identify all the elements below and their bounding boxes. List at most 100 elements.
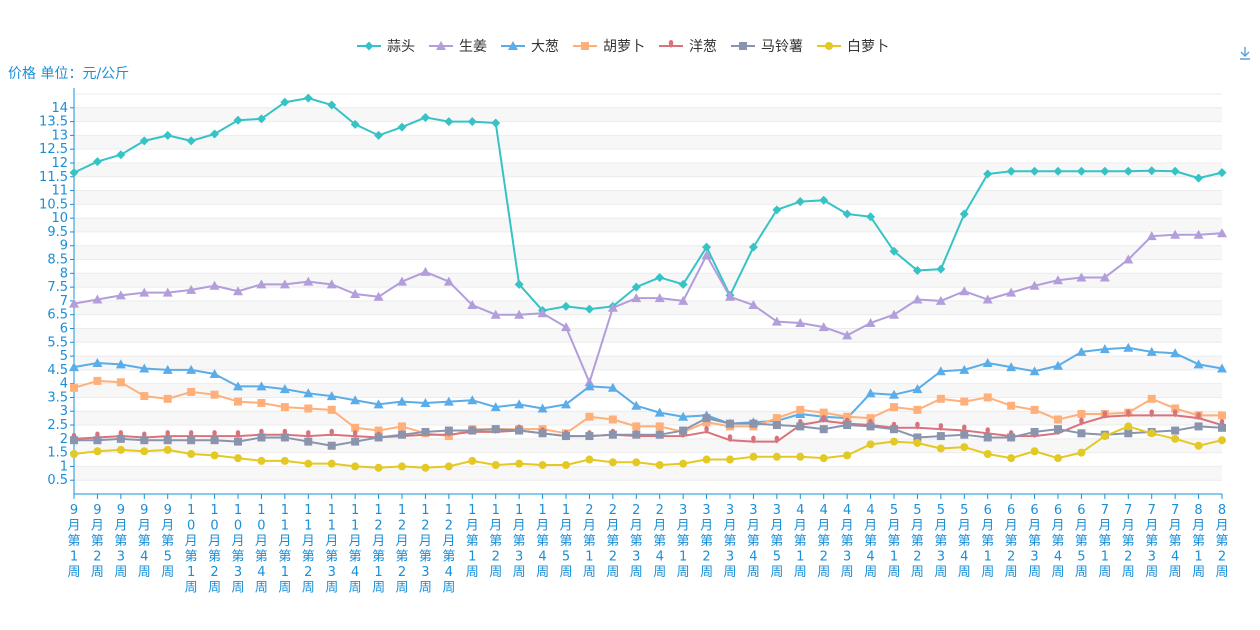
data-point[interactable]: [913, 438, 922, 447]
data-point[interactable]: [1217, 228, 1227, 238]
data-point[interactable]: [115, 359, 126, 369]
data-point[interactable]: [585, 432, 594, 441]
data-point[interactable]: [936, 444, 945, 453]
data-point[interactable]: [374, 433, 383, 442]
legend-marker[interactable]: [739, 42, 747, 50]
data-point[interactable]: [726, 419, 734, 428]
data-point[interactable]: [304, 404, 313, 413]
data-point[interactable]: [727, 434, 733, 443]
data-point[interactable]: [843, 412, 852, 421]
data-point[interactable]: [326, 279, 337, 289]
data-point[interactable]: [632, 422, 641, 431]
data-point[interactable]: [819, 425, 828, 434]
data-point[interactable]: [421, 463, 430, 472]
data-point[interactable]: [162, 364, 173, 374]
data-point[interactable]: [116, 445, 125, 454]
data-point[interactable]: [632, 430, 641, 439]
data-point[interactable]: [188, 430, 194, 439]
data-point[interactable]: [468, 426, 477, 435]
data-point[interactable]: [515, 459, 524, 468]
data-point[interactable]: [444, 462, 453, 471]
data-point[interactable]: [303, 388, 314, 398]
data-point[interactable]: [373, 291, 384, 301]
data-point[interactable]: [631, 282, 641, 292]
data-point[interactable]: [655, 461, 664, 470]
data-point[interactable]: [1007, 401, 1016, 410]
data-point[interactable]: [655, 430, 664, 439]
data-point[interactable]: [819, 195, 829, 205]
data-point[interactable]: [704, 425, 709, 434]
data-point[interactable]: [1030, 427, 1039, 436]
data-point[interactable]: [1053, 275, 1063, 285]
data-point[interactable]: [912, 294, 923, 304]
data-point[interactable]: [890, 403, 898, 412]
data-point[interactable]: [1172, 409, 1178, 418]
data-point[interactable]: [69, 362, 79, 372]
data-point[interactable]: [140, 392, 149, 401]
data-point[interactable]: [209, 369, 220, 378]
data-point[interactable]: [491, 425, 500, 434]
data-point[interactable]: [187, 436, 196, 445]
data-point[interactable]: [771, 316, 782, 326]
data-point[interactable]: [93, 436, 102, 445]
data-point[interactable]: [796, 422, 805, 431]
data-point[interactable]: [538, 461, 547, 470]
data-point[interactable]: [749, 419, 758, 428]
data-point[interactable]: [163, 394, 172, 403]
legend-marker[interactable]: [436, 41, 446, 50]
data-point[interactable]: [116, 150, 126, 160]
data-point[interactable]: [655, 272, 665, 282]
data-point[interactable]: [562, 432, 570, 441]
data-point[interactable]: [821, 414, 826, 423]
data-point[interactable]: [748, 242, 758, 252]
data-point[interactable]: [93, 376, 102, 385]
data-point[interactable]: [795, 317, 806, 327]
data-point[interactable]: [139, 287, 150, 297]
data-point[interactable]: [1217, 168, 1227, 178]
legend-item-1[interactable]: 生姜: [429, 39, 487, 55]
data-point[interactable]: [374, 426, 383, 435]
data-point[interactable]: [1030, 447, 1039, 456]
data-point[interactable]: [257, 456, 266, 465]
data-point[interactable]: [726, 455, 734, 464]
data-point[interactable]: [210, 390, 219, 399]
data-point[interactable]: [751, 435, 756, 444]
data-point[interactable]: [187, 387, 196, 396]
data-point[interactable]: [420, 397, 431, 407]
data-point[interactable]: [772, 421, 781, 430]
data-point[interactable]: [304, 459, 313, 468]
legend-marker[interactable]: [668, 40, 674, 48]
data-point[interactable]: [163, 436, 172, 445]
data-point[interactable]: [1053, 360, 1063, 370]
data-point[interactable]: [912, 266, 922, 276]
data-point[interactable]: [443, 396, 454, 406]
data-point[interactable]: [1053, 166, 1063, 176]
data-point[interactable]: [654, 293, 665, 303]
data-point[interactable]: [701, 250, 712, 260]
data-point[interactable]: [350, 289, 361, 298]
data-point[interactable]: [1218, 411, 1226, 420]
data-point[interactable]: [936, 394, 945, 403]
data-point[interactable]: [1194, 422, 1203, 431]
data-point[interactable]: [865, 317, 876, 327]
data-point[interactable]: [326, 391, 337, 401]
data-point[interactable]: [725, 291, 735, 301]
data-point[interactable]: [235, 430, 241, 439]
data-point[interactable]: [279, 279, 290, 289]
data-point[interactable]: [1124, 422, 1133, 431]
data-point[interactable]: [866, 440, 875, 449]
data-point[interactable]: [538, 429, 547, 438]
data-point[interactable]: [1171, 434, 1180, 443]
data-point[interactable]: [654, 407, 665, 417]
data-point[interactable]: [92, 294, 103, 304]
data-point[interactable]: [1006, 166, 1016, 176]
data-point[interactable]: [1100, 166, 1110, 176]
data-point[interactable]: [1054, 415, 1062, 424]
data-point[interactable]: [1054, 454, 1062, 463]
data-point[interactable]: [374, 130, 384, 140]
data-point[interactable]: [514, 309, 525, 319]
data-point[interactable]: [889, 246, 899, 256]
data-point[interactable]: [329, 428, 334, 437]
data-point[interactable]: [233, 381, 243, 391]
data-point[interactable]: [210, 129, 220, 139]
